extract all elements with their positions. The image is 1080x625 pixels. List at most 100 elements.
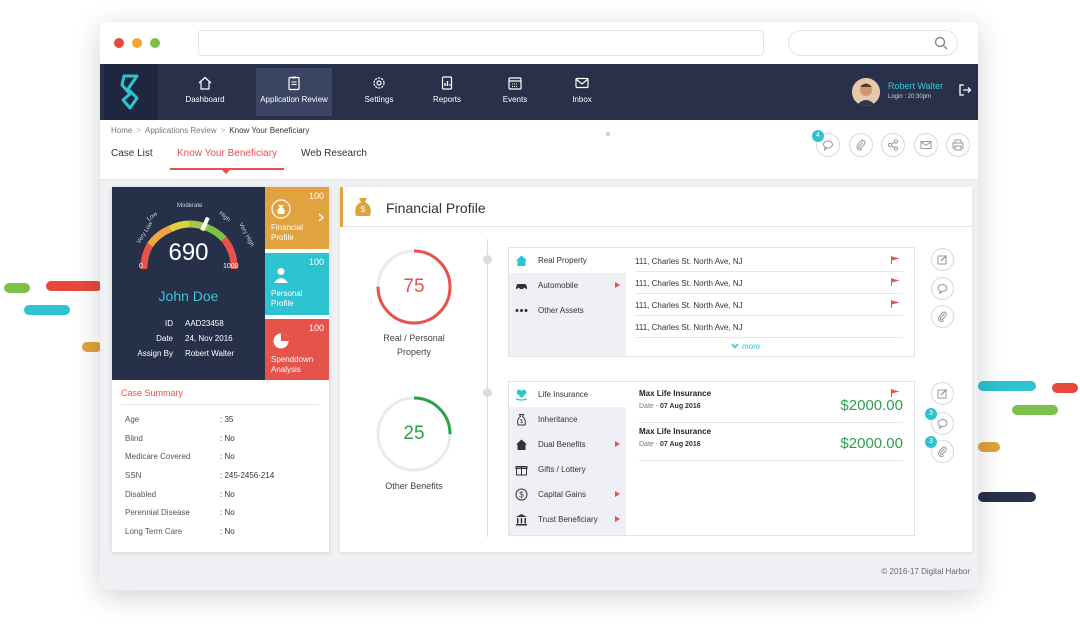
date-label: Date - bbox=[639, 441, 659, 448]
menu-label: Capital Gains bbox=[538, 490, 587, 499]
address-row[interactable]: 111, Charles St. North Ave, NJ bbox=[635, 273, 903, 294]
decor-streak bbox=[1012, 405, 1058, 415]
breadcrumb-home[interactable]: Home bbox=[111, 126, 133, 135]
benefit-row[interactable]: Max Life Insurance Date - 07 Aug 2016 $2… bbox=[639, 385, 903, 423]
nav-settings[interactable]: Settings bbox=[341, 68, 417, 116]
tile-personal-profile[interactable]: 100 Personal Profile bbox=[265, 253, 329, 315]
summary-key: Blind bbox=[125, 434, 143, 443]
ring-label-line2: Property bbox=[396, 347, 431, 357]
svg-text:$: $ bbox=[520, 419, 523, 425]
summary-row: Long Term Care : No bbox=[125, 527, 315, 536]
menu-automobile[interactable]: Automobile bbox=[509, 273, 626, 298]
decor-streak bbox=[46, 281, 102, 291]
address-row[interactable]: 111, Charles St. North Ave, NJ bbox=[635, 295, 903, 316]
paperclip-icon bbox=[938, 311, 947, 322]
summary-value: : No bbox=[220, 434, 235, 443]
gear-icon bbox=[373, 77, 385, 89]
address-text: 111, Charles St. North Ave, NJ bbox=[635, 301, 743, 310]
benefit-title: Max Life Insurance bbox=[639, 389, 712, 398]
tab-know-your-beneficiary[interactable]: Know Your Beneficiary bbox=[177, 148, 278, 159]
ring-progress-arc bbox=[376, 249, 452, 325]
edit-benefit-button[interactable] bbox=[931, 382, 954, 405]
summary-value: : No bbox=[220, 527, 235, 536]
menu-trust-beneficiary[interactable]: Trust Beneficiary bbox=[509, 507, 626, 532]
address-bar[interactable] bbox=[198, 30, 764, 56]
menu-life-insurance[interactable]: Life Insurance bbox=[509, 382, 626, 407]
print-button[interactable] bbox=[946, 133, 970, 157]
minimize-window-button[interactable] bbox=[132, 38, 142, 48]
nav-label: Application Review bbox=[260, 95, 328, 104]
gift-icon bbox=[515, 466, 528, 476]
benefits-ring-chart bbox=[376, 396, 452, 472]
header-accent bbox=[340, 187, 343, 227]
expand-arrow-icon bbox=[615, 516, 620, 522]
benefit-amount: $2000.00 bbox=[840, 435, 903, 452]
menu-label: Trust Beneficiary bbox=[538, 515, 598, 524]
benefit-row[interactable]: Max Life Insurance Date - 07 Aug 2016 $2… bbox=[639, 423, 903, 461]
comment-icon bbox=[823, 140, 833, 151]
assign-label: Assign By bbox=[137, 349, 173, 358]
svg-text:$: $ bbox=[519, 491, 524, 500]
address-row[interactable]: 111, Charles St. North Ave, NJ bbox=[635, 251, 903, 272]
search-input[interactable] bbox=[788, 30, 958, 56]
user-profile[interactable]: Robert Walter Login : 20:30pm bbox=[852, 78, 952, 108]
logout-icon[interactable] bbox=[958, 83, 972, 97]
summary-key: Long Term Care bbox=[125, 527, 183, 536]
flag-icon[interactable] bbox=[891, 389, 900, 397]
benefit-amount: $2000.00 bbox=[840, 397, 903, 414]
benefit-date: Date - 07 Aug 2016 bbox=[639, 441, 701, 448]
share-button[interactable] bbox=[881, 133, 905, 157]
summary-value: : 245-2456-214 bbox=[220, 471, 275, 480]
top-navigation: Dashboard Application Review Settings Re… bbox=[100, 64, 978, 120]
summary-row: SSN: 245-2456-214 bbox=[125, 471, 315, 480]
nav-label: Reports bbox=[432, 95, 461, 104]
address-text: 111, Charles St. North Ave, NJ bbox=[635, 323, 743, 332]
nav-events[interactable]: Events bbox=[477, 68, 553, 116]
menu-dual-benefits[interactable]: Dual Benefits bbox=[509, 432, 626, 457]
tile-spenddown-analysis[interactable]: 100 Spenddown Analysis bbox=[265, 319, 329, 380]
nav-inbox[interactable]: Inbox bbox=[544, 68, 620, 116]
tab-case-list[interactable]: Case List bbox=[111, 148, 153, 159]
menu-real-property[interactable]: Real Property bbox=[509, 248, 626, 273]
attach-benefit-button[interactable] bbox=[931, 440, 954, 463]
brand-logo[interactable] bbox=[104, 64, 158, 120]
email-button[interactable] bbox=[914, 133, 938, 157]
tile-score: 100 bbox=[308, 257, 324, 267]
nav-application-review[interactable]: Application Review bbox=[256, 68, 332, 116]
flag-icon[interactable] bbox=[891, 256, 900, 264]
edit-property-button[interactable] bbox=[931, 248, 954, 271]
address-row[interactable]: 111, Charles St. North Ave, NJ bbox=[635, 317, 903, 338]
search-icon bbox=[934, 36, 948, 50]
menu-gifts-lottery[interactable]: Gifts / Lottery bbox=[509, 457, 626, 482]
menu-capital-gains[interactable]: $ Capital Gains bbox=[509, 482, 626, 507]
comment-benefit-button[interactable] bbox=[931, 412, 954, 435]
breadcrumb-current: Know Your Beneficiary bbox=[229, 126, 310, 135]
close-window-button[interactable] bbox=[114, 38, 124, 48]
nav-reports[interactable]: Reports bbox=[409, 68, 485, 116]
credit-score-panel: Very Low Low Moderate High Very High 0 1… bbox=[112, 187, 265, 380]
menu-inheritance[interactable]: $ Inheritance bbox=[509, 407, 626, 432]
flag-icon[interactable] bbox=[891, 278, 900, 286]
beneficiary-profile-card: Very Low Low Moderate High Very High 0 1… bbox=[112, 187, 329, 552]
address-text: 111, Charles St. North Ave, NJ bbox=[635, 257, 743, 266]
attach-button[interactable] bbox=[849, 133, 873, 157]
active-tab-caret bbox=[221, 169, 231, 174]
property-ring-chart bbox=[376, 249, 452, 325]
nav-dashboard[interactable]: Dashboard bbox=[167, 68, 243, 116]
money-bag-icon bbox=[271, 199, 291, 219]
timeline-dot bbox=[483, 388, 492, 397]
show-more-link[interactable]: more bbox=[731, 342, 760, 351]
tile-financial-profile[interactable]: 100 Financial Profile bbox=[265, 187, 329, 249]
maximize-window-button[interactable] bbox=[150, 38, 160, 48]
tile-label-line1: Personal bbox=[271, 289, 303, 298]
attach-property-button[interactable] bbox=[931, 305, 954, 328]
flag-icon[interactable] bbox=[891, 300, 900, 308]
breadcrumb-applications-review[interactable]: Applications Review bbox=[145, 126, 217, 135]
money-bag-icon: $ bbox=[355, 198, 371, 216]
tab-web-research[interactable]: Web Research bbox=[301, 148, 367, 159]
menu-other-assets[interactable]: Other Assets bbox=[509, 298, 626, 323]
house-icon bbox=[516, 255, 527, 266]
panel-header: $ Financial Profile bbox=[340, 187, 972, 227]
comment-property-button[interactable] bbox=[931, 277, 954, 300]
chevron-right-icon bbox=[318, 213, 324, 222]
